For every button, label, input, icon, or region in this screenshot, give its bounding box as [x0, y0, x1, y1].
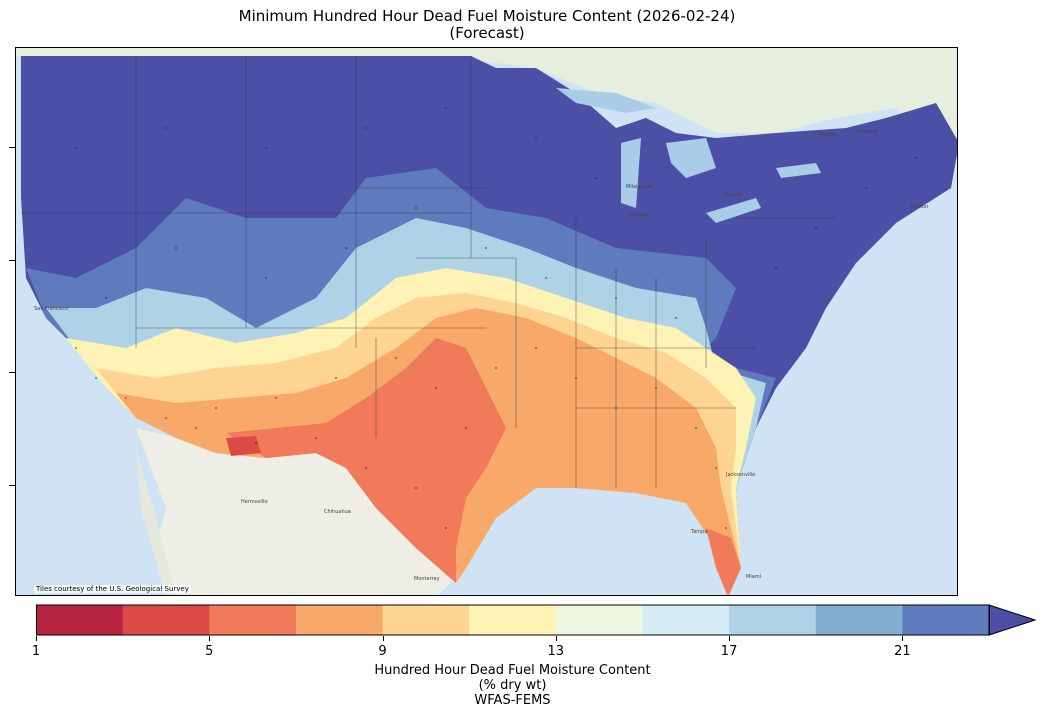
lake-erie: [706, 198, 761, 223]
place-label: Jacksonville: [725, 472, 755, 478]
place-label: Monterrey: [414, 576, 440, 582]
colorbar-tick-label: 13: [547, 644, 565, 659]
colorbar-extension: [988, 604, 1037, 636]
colorbar-segment: [122, 605, 210, 635]
colorbar-tick-label: 17: [720, 644, 738, 659]
place-label: Toronto: [723, 192, 742, 198]
colorbar-segment: [382, 605, 470, 635]
colorbar-segment: [555, 605, 643, 635]
colorbar-title: Hundred Hour Dead Fuel Moisture Content …: [36, 663, 989, 708]
place-labels: Hermosillo Chihuahua Monterrey Jacksonvi…: [34, 129, 928, 582]
colorbar-segment: [36, 605, 124, 635]
y-tick: [9, 372, 15, 373]
colorbar-label-line-3: WFAS-FEMS: [474, 693, 551, 708]
state-boundaries: [21, 56, 836, 488]
place-label: San Francisco: [34, 306, 68, 312]
y-tick: [9, 485, 15, 486]
lake-huron: [666, 138, 716, 178]
colorbar-segment: [209, 605, 297, 635]
colorbar-segment: [729, 605, 817, 635]
title-line-2: (Forecast): [449, 24, 525, 42]
y-tick: [9, 147, 15, 148]
colorbar-ticks: 1 5 9 13 17 21: [32, 636, 989, 659]
colorbar-label-line-1: Hundred Hour Dead Fuel Moisture Content: [374, 663, 651, 678]
colorbar-segment: [902, 605, 990, 635]
y-tick: [9, 260, 15, 261]
colorbar-segment: [469, 605, 557, 635]
zone-extremely-dry: [226, 338, 506, 583]
mexico-land: [136, 428, 456, 595]
colorbar-tick-label: 21: [894, 644, 911, 659]
place-label: Miami: [746, 574, 761, 580]
map-title: Minimum Hundred Hour Dead Fuel Moisture …: [0, 8, 974, 42]
place-label: Boston: [911, 204, 928, 210]
colorbar-tick: [555, 636, 557, 641]
colorbar-segment: [642, 605, 730, 635]
place-label: Milwaukee: [626, 184, 652, 190]
colorbar-outline: [36, 604, 990, 636]
baja-land: [136, 448, 176, 595]
zone-florida-dry: [706, 528, 741, 595]
title-line-1: Minimum Hundred Hour Dead Fuel Moisture …: [238, 7, 736, 25]
zone-critical: [226, 436, 261, 456]
station-points: [75, 107, 917, 529]
colorbar-tick: [36, 636, 37, 641]
colorbar-tick: [729, 636, 731, 641]
colorbar-segment: [295, 605, 384, 635]
place-label: Ottawa: [818, 132, 836, 138]
colorbar-label-line-2: (% dry wt): [478, 678, 547, 693]
colorbar-tick-label: 5: [205, 644, 214, 659]
colorbar: [36, 604, 1037, 636]
place-label: Montreal: [856, 129, 878, 135]
map-attribution: Tiles courtesy of the U.S. Geological Su…: [34, 585, 191, 593]
canada-land: [16, 48, 957, 148]
colorbar-tick: [209, 636, 211, 641]
map-canvas: Hermosillo Chihuahua Monterrey Jacksonvi…: [16, 48, 957, 595]
place-label: Hermosillo: [241, 499, 268, 505]
lake-michigan: [621, 138, 641, 208]
colorbar-tick: [382, 636, 384, 641]
y-axis-ticks: [9, 47, 15, 596]
colorbar-segment: [815, 605, 903, 635]
colorbar-tick-label: 9: [378, 644, 387, 659]
colorbar-tick-label: 1: [31, 644, 41, 659]
colorbar-tick: [902, 636, 904, 641]
lake-ontario: [776, 163, 821, 178]
place-label: Tampa: [690, 529, 707, 535]
map-panel: Hermosillo Chihuahua Monterrey Jacksonvi…: [15, 47, 958, 596]
lake-superior: [556, 88, 656, 113]
colorbar-svg: [36, 604, 1037, 636]
place-label: Chihuahua: [324, 509, 351, 515]
place-label: Chicago: [628, 212, 648, 218]
